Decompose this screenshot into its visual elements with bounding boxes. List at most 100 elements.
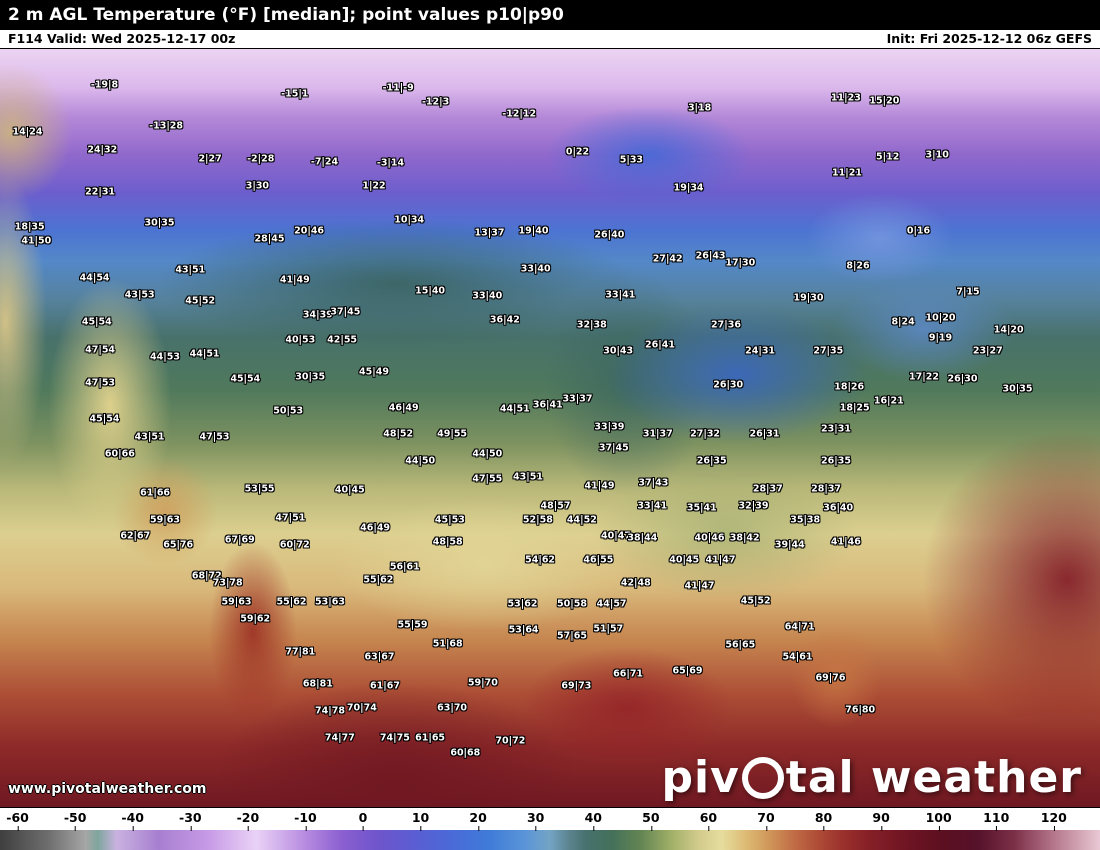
point-value: 55|62	[363, 574, 394, 586]
point-value: 10|34	[394, 214, 425, 226]
point-value: 40|45	[334, 484, 365, 496]
point-value: 14|20	[993, 324, 1024, 336]
point-value: 60|68	[450, 747, 481, 759]
point-value: 10|20	[925, 312, 956, 324]
colorbar-tick-label: -10	[294, 810, 317, 831]
point-value: 28|37	[811, 483, 842, 495]
frame-valid-label: F114 Valid: Wed 2025-12-17 00z	[8, 31, 236, 46]
point-value: 3|18	[687, 102, 712, 114]
colorbar-tick-label: -40	[121, 810, 145, 831]
point-value: 56|61	[389, 561, 420, 573]
brand-watermark: piv tal weather	[662, 752, 1082, 803]
point-value: 45|53	[434, 514, 465, 526]
point-value: 43|51	[513, 471, 543, 482]
point-value: 59|70	[467, 677, 498, 689]
point-value: 45|54	[230, 373, 261, 385]
point-value: 41|46	[830, 536, 861, 548]
point-value: 35|41	[686, 502, 717, 514]
point-value: 65|76	[163, 539, 194, 551]
point-value: -7|24	[310, 156, 339, 168]
point-value: 32|38	[576, 319, 607, 331]
point-value: 17|30	[725, 257, 756, 269]
point-value: 47|53	[85, 377, 116, 389]
point-value: 51|68	[432, 638, 463, 650]
point-value: 24|31	[745, 345, 776, 357]
point-value: 30|35	[1002, 383, 1033, 395]
point-value: 38|44	[627, 532, 658, 544]
point-value: 65|69	[672, 665, 703, 677]
colorbar-tick-label: -50	[63, 810, 87, 831]
point-value: 3|30	[245, 180, 270, 192]
point-value: 44|54	[79, 272, 110, 284]
point-value: 60|66	[104, 448, 135, 460]
point-value: -12|12	[502, 108, 537, 120]
colorbar-tick-label: -30	[179, 810, 202, 831]
point-value: 41|49	[279, 274, 310, 286]
point-value: 26|35	[696, 455, 727, 467]
point-value: 61|66	[140, 487, 171, 499]
point-value: 53|64	[508, 624, 539, 636]
map-title: 2 m AGL Temperature (°F) [median]; point…	[0, 0, 1100, 30]
point-value: 34|39	[302, 309, 333, 321]
point-value: 47|55	[472, 473, 503, 485]
point-value: 36|42	[489, 314, 520, 326]
point-value: 27|32	[690, 428, 721, 440]
point-value: 28|37	[752, 483, 783, 495]
pivotal-logo-icon	[741, 756, 784, 799]
point-value: 11|23	[830, 92, 861, 103]
point-value: 46|55	[583, 554, 614, 566]
temperature-map: www.pivotalweather.com piv tal weather -…	[0, 48, 1100, 808]
colorbar-tick-label: 60	[699, 810, 718, 831]
colorbar-gradient	[0, 830, 1100, 850]
point-value: 45|52	[185, 295, 216, 307]
point-value: 30|43	[603, 345, 634, 357]
colorbar-tick-label: -60	[6, 810, 29, 831]
colorbar-tick-label: 90	[872, 810, 890, 831]
point-value: 30|35	[144, 217, 175, 229]
point-value: 54|61	[782, 651, 813, 663]
point-value: 47|54	[85, 344, 116, 356]
point-value: 40|46	[694, 532, 725, 544]
point-value: 13|37	[474, 227, 505, 239]
point-value: 26|35	[821, 455, 851, 467]
brand-text-post: tal weather	[785, 752, 1082, 803]
point-value: 66|71	[613, 668, 644, 680]
init-label: Init: Fri 2025-12-12 06z GEFS	[886, 31, 1092, 46]
point-value: 23|31	[821, 423, 851, 435]
point-value: 40|53	[285, 334, 316, 346]
point-value: 37|43	[638, 477, 669, 489]
point-value: 18|25	[839, 402, 870, 414]
point-value: 42|48	[620, 577, 651, 589]
point-value: 51|57	[593, 623, 624, 635]
point-value: 26|41	[645, 339, 675, 351]
point-value: 15|20	[869, 95, 900, 107]
point-value: 19|30	[793, 292, 824, 304]
point-value: 54|62	[525, 554, 556, 566]
point-value: 43|53	[124, 289, 155, 301]
colorbar-tick-label: 10	[411, 810, 430, 831]
point-value: 47|51	[275, 512, 306, 524]
point-value: 24|32	[87, 144, 118, 156]
point-value: 35|38	[790, 514, 821, 526]
colorbar-tick-label: 50	[642, 810, 660, 831]
point-value: 41|47	[705, 554, 736, 566]
point-value: 18|26	[834, 381, 865, 393]
point-value: 36|40	[823, 502, 854, 514]
point-value: 7|15	[956, 286, 980, 298]
point-value: 37|45	[598, 442, 629, 454]
point-value: 50|53	[273, 405, 304, 417]
point-value: 63|70	[437, 702, 468, 714]
point-value: 33|40	[520, 263, 551, 275]
point-value: 69|73	[561, 680, 592, 692]
point-value: 44|50	[472, 448, 503, 460]
point-value: 19|34	[673, 182, 704, 194]
point-value: 61|65	[415, 732, 446, 744]
point-value: -2|28	[247, 153, 275, 165]
point-value: 44|52	[566, 514, 597, 526]
point-value: 36|41	[532, 399, 563, 410]
point-value: 40|45	[669, 554, 700, 566]
point-value: 26|30	[947, 373, 978, 385]
point-value: 60|72	[279, 539, 310, 551]
point-value: 41|50	[21, 235, 52, 247]
